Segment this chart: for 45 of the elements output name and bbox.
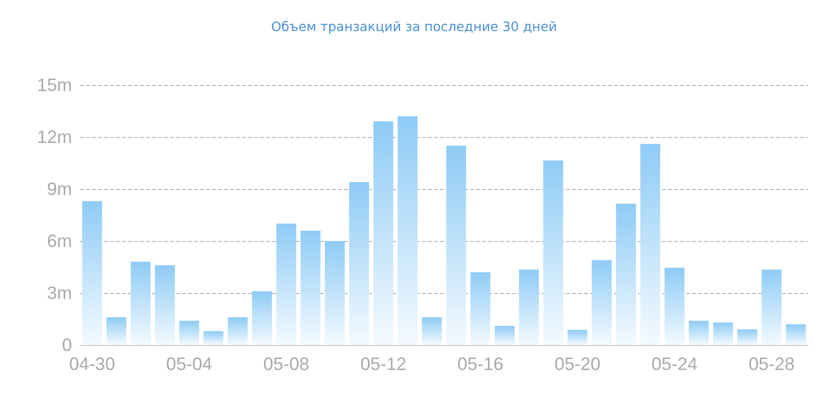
bar bbox=[737, 329, 758, 345]
y-tick-label: 6m bbox=[46, 231, 72, 251]
bar bbox=[130, 262, 151, 345]
x-tick-label: 05-24 bbox=[652, 354, 698, 374]
bar bbox=[252, 291, 272, 345]
bar bbox=[470, 272, 490, 345]
bar bbox=[398, 116, 418, 345]
y-tick-label: 15m bbox=[36, 75, 72, 95]
bar bbox=[324, 241, 345, 345]
bar bbox=[82, 201, 102, 345]
bar bbox=[592, 260, 612, 345]
x-tick-label: 05-20 bbox=[554, 354, 600, 374]
y-tick-label: 12m bbox=[36, 127, 72, 147]
bar bbox=[204, 331, 224, 345]
bar bbox=[494, 326, 515, 345]
bar bbox=[786, 324, 806, 345]
bar bbox=[154, 265, 175, 345]
bar bbox=[518, 270, 539, 345]
x-tick-label: 04-30 bbox=[69, 354, 116, 374]
x-tick-label: 05-08 bbox=[263, 354, 310, 374]
bar bbox=[664, 268, 684, 345]
x-tick-label: 05-16 bbox=[457, 354, 504, 374]
bar bbox=[300, 230, 320, 345]
chart-title: Объем транзакций за последние 30 дней bbox=[271, 20, 557, 35]
bar bbox=[616, 204, 636, 345]
bar bbox=[688, 320, 709, 345]
bar bbox=[543, 160, 564, 345]
y-tick-label: 0 bbox=[62, 335, 72, 355]
x-tick-label: 05-04 bbox=[166, 354, 212, 374]
x-tick-label: 05-12 bbox=[360, 354, 406, 374]
bar bbox=[228, 317, 248, 345]
bar bbox=[568, 330, 588, 345]
bar bbox=[422, 317, 442, 345]
bar bbox=[349, 182, 370, 345]
x-tick-label: 05-28 bbox=[748, 354, 795, 374]
bar bbox=[446, 146, 466, 345]
bar bbox=[179, 320, 200, 345]
y-tick-label: 3m bbox=[46, 283, 72, 303]
bar bbox=[276, 224, 296, 345]
y-tick-label: 9m bbox=[46, 179, 72, 199]
bar bbox=[762, 270, 782, 345]
bar bbox=[373, 121, 394, 345]
bar bbox=[640, 144, 660, 345]
bar bbox=[106, 317, 126, 345]
bar bbox=[713, 322, 734, 345]
